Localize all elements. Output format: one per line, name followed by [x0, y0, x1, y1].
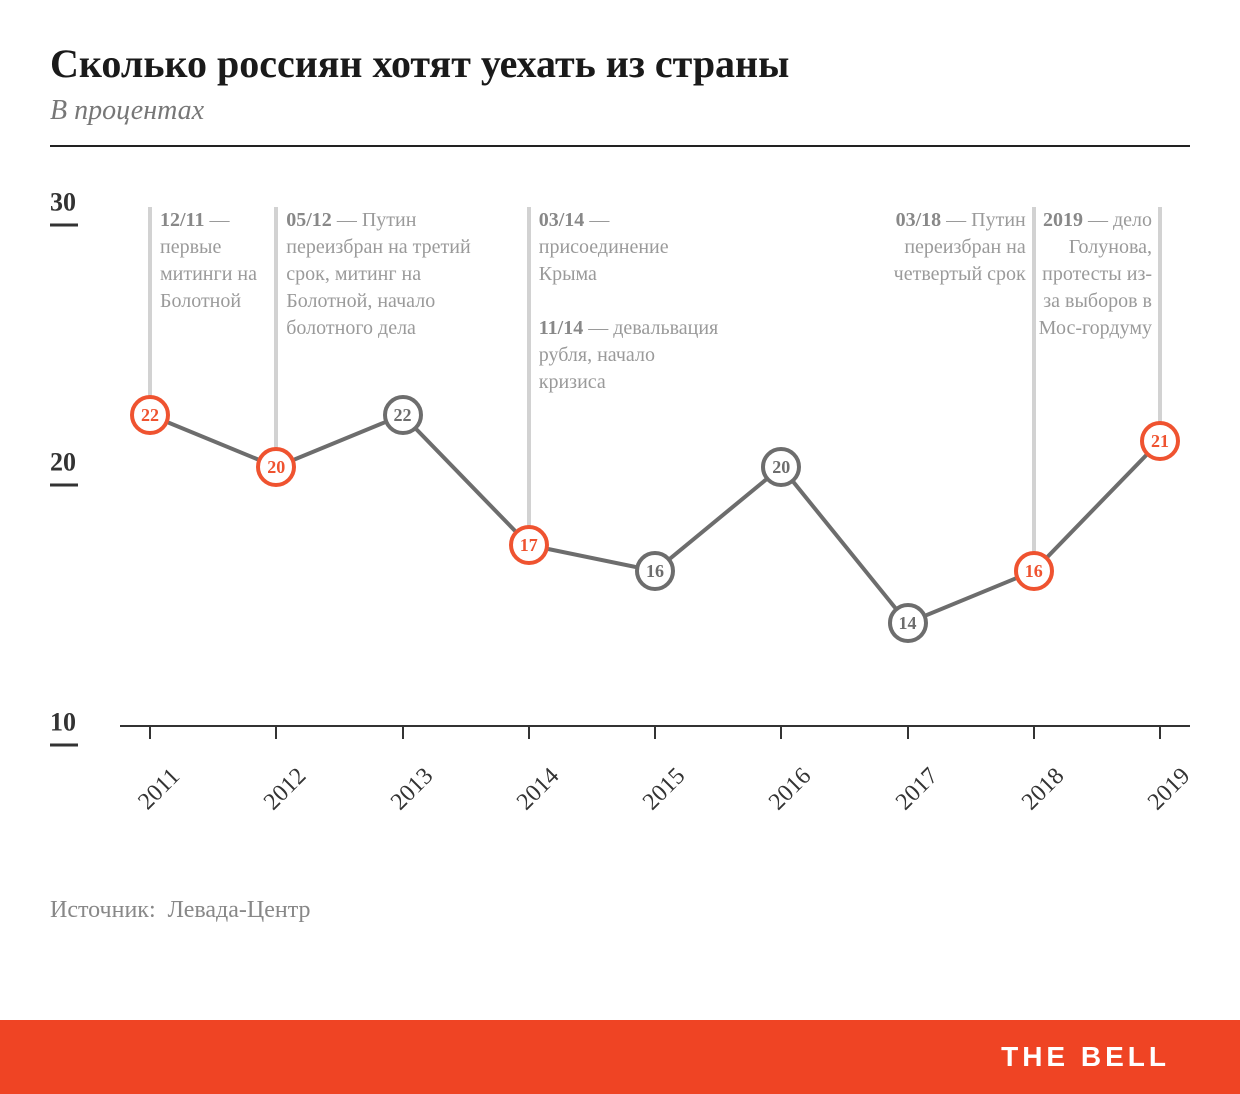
source-line: Источник: Левада-Центр	[50, 897, 1190, 924]
data-point: 16	[635, 551, 675, 591]
chart-area: 102030 12/11 — первые митинги на Болотно…	[50, 207, 1190, 847]
x-label: 2018	[1017, 763, 1070, 816]
series-line	[150, 415, 1160, 623]
source-label: Источник:	[50, 897, 156, 923]
x-tick	[780, 727, 782, 739]
x-tick	[149, 727, 151, 739]
annotation-line	[1158, 207, 1162, 441]
title-divider	[50, 145, 1190, 147]
annotation-text: 03/18 — Путин переизбран на четвертый ср…	[876, 207, 1026, 288]
x-tick	[402, 727, 404, 739]
y-tick: 10	[50, 708, 78, 747]
x-label: 2014	[512, 763, 565, 816]
plot-area: 12/11 — первые митинги на Болотной05/12 …	[120, 207, 1190, 727]
y-tick: 20	[50, 448, 78, 487]
x-tick	[654, 727, 656, 739]
annotation-line	[274, 207, 278, 467]
data-point: 21	[1140, 421, 1180, 461]
data-point: 20	[761, 447, 801, 487]
annotation-line	[527, 207, 531, 545]
x-tick	[528, 727, 530, 739]
x-label: 2013	[386, 763, 439, 816]
annotation-text: 05/12 — Путин переизбран на третий срок,…	[286, 207, 506, 342]
x-label: 2019	[1143, 763, 1196, 816]
y-axis: 102030	[50, 207, 110, 727]
x-tick	[907, 727, 909, 739]
footer-logo: THE BELL	[1001, 1041, 1170, 1073]
y-tick: 30	[50, 188, 78, 227]
chart-title: Сколько россиян хотят уехать из страны	[50, 40, 1190, 87]
footer-bar: THE BELL	[0, 1020, 1240, 1094]
annotation-line	[148, 207, 152, 415]
data-point: 20	[256, 447, 296, 487]
annotation-text: 12/11 — первые митинги на Болотной	[160, 207, 290, 315]
data-point: 17	[509, 525, 549, 565]
x-label: 2012	[259, 763, 312, 816]
annotation-text: 2019 — дело Голунова, протесты из-за выб…	[1032, 207, 1152, 342]
x-tick	[1159, 727, 1161, 739]
x-label: 2015	[638, 763, 691, 816]
data-point: 22	[130, 395, 170, 435]
data-point: 22	[383, 395, 423, 435]
annotation-text: 03/14 — присоединение Крыма11/14 — девал…	[539, 207, 719, 396]
source-value: Левада-Центр	[168, 897, 311, 923]
x-tick	[1033, 727, 1035, 739]
x-tick	[275, 727, 277, 739]
data-point: 14	[888, 603, 928, 643]
x-label: 2016	[764, 763, 817, 816]
data-point: 16	[1014, 551, 1054, 591]
x-label: 2011	[133, 763, 185, 815]
x-label: 2017	[891, 763, 944, 816]
chart-subtitle: В процентах	[50, 95, 1190, 127]
